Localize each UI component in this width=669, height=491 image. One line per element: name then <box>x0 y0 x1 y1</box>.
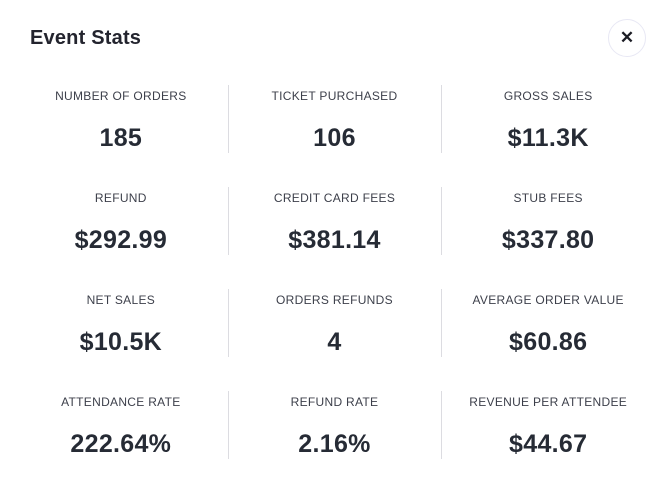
stat-value: $337.80 <box>501 226 595 254</box>
stat-value: 106 <box>313 124 356 152</box>
stat-cell-number-of-orders: NUMBER OF ORDERS 185 <box>14 67 228 169</box>
stat-label: TICKET PURCHASED <box>271 89 398 103</box>
stat-cell-average-order-value: AVERAGE ORDER VALUE $60.86 <box>441 271 655 373</box>
stat-label: CREDIT CARD FEES <box>273 191 396 205</box>
stat-value: 185 <box>99 124 143 152</box>
stat-label: NET SALES <box>86 293 156 307</box>
stat-cell-credit-card-fees: CREDIT CARD FEES $381.14 <box>227 169 442 271</box>
stat-cell-net-sales: NET SALES $10.5K <box>14 271 228 373</box>
page-title: Event Stats <box>30 26 142 49</box>
stat-label: REFUND <box>94 191 147 205</box>
stat-label: REFUND RATE <box>290 395 379 409</box>
stat-cell-stub-fees: STUB FEES $337.80 <box>441 169 655 271</box>
stat-label: STUB FEES <box>513 191 583 205</box>
stat-cell-ticket-purchased: TICKET PURCHASED 106 <box>227 67 442 169</box>
stat-value: 4 <box>327 328 342 356</box>
close-icon: ✕ <box>619 27 635 47</box>
stat-label: ORDERS REFUNDS <box>276 293 393 307</box>
stat-label: GROSS SALES <box>503 89 593 103</box>
stat-value: $292.99 <box>74 226 168 254</box>
stat-label: NUMBER OF ORDERS <box>55 89 187 103</box>
stats-grid: NUMBER OF ORDERS 185 TICKET PURCHASED 10… <box>0 67 669 475</box>
close-button[interactable]: ✕ <box>608 19 646 57</box>
stat-label: AVERAGE ORDER VALUE <box>472 293 624 307</box>
stat-cell-orders-refunds: ORDERS REFUNDS 4 <box>227 271 442 373</box>
stat-value: 222.64% <box>70 430 172 458</box>
stat-value: $10.5K <box>79 328 163 356</box>
stat-cell-attendance-rate: ATTENDANCE RATE 222.64% <box>14 373 228 475</box>
stat-cell-refund-rate: REFUND RATE 2.16% <box>227 373 442 475</box>
stat-cell-gross-sales: GROSS SALES $11.3K <box>441 67 655 169</box>
modal-header: Event Stats ✕ <box>0 0 669 57</box>
stat-cell-revenue-per-attendee: REVENUE PER ATTENDEE $44.67 <box>441 373 655 475</box>
stat-label: ATTENDANCE RATE <box>61 395 181 409</box>
stat-value: $381.14 <box>288 226 381 254</box>
stat-label: REVENUE PER ATTENDEE <box>469 395 628 409</box>
stat-value: $11.3K <box>507 124 589 152</box>
stat-cell-refund: REFUND $292.99 <box>14 169 228 271</box>
stat-value: $60.86 <box>509 328 588 356</box>
stat-value: $44.67 <box>509 430 588 458</box>
stat-value: 2.16% <box>298 430 371 458</box>
